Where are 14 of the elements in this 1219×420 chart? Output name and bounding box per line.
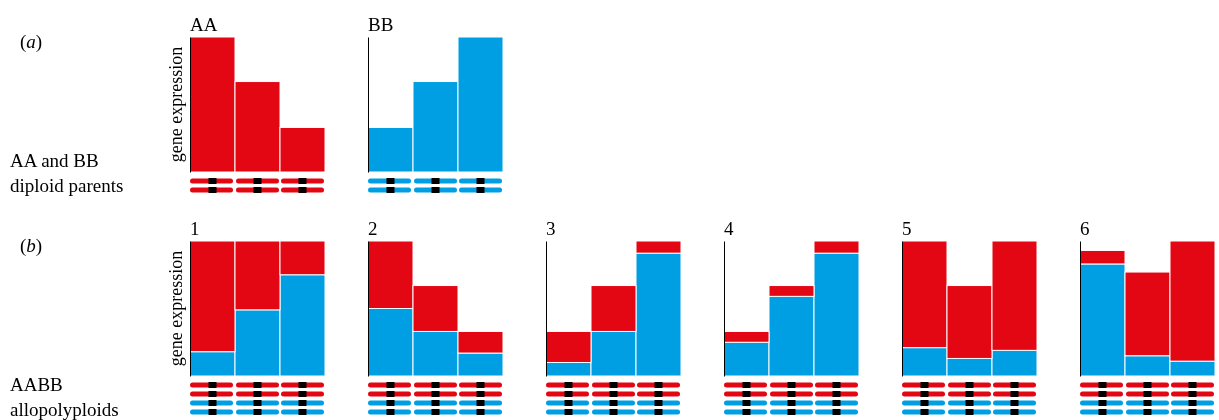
chart-title: 2	[368, 218, 378, 239]
chart-title: 3	[546, 218, 556, 239]
chart-title: BB	[368, 14, 394, 35]
chart-title: 4	[724, 218, 734, 239]
text: (a)	[20, 31, 43, 53]
text: AABB allopolyploids	[10, 374, 119, 420]
chart-title: AA	[190, 14, 218, 35]
chart-title: 6	[1080, 218, 1090, 239]
text: (b)	[20, 235, 43, 257]
chart-title: 1	[190, 218, 200, 239]
text: AA and BB diploid parents	[10, 150, 124, 196]
chart-title: 5	[902, 218, 912, 239]
y-axis-title: gene expression	[166, 250, 186, 367]
y-axis-title: gene expression	[166, 46, 186, 163]
